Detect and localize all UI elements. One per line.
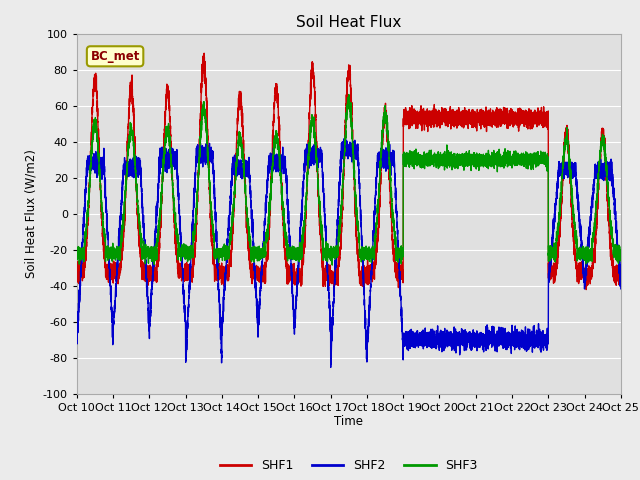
Title: Soil Heat Flux: Soil Heat Flux [296,15,401,30]
X-axis label: Time: Time [334,415,364,429]
Legend: SHF1, SHF2, SHF3: SHF1, SHF2, SHF3 [214,455,483,477]
Y-axis label: Soil Heat Flux (W/m2): Soil Heat Flux (W/m2) [24,149,37,278]
Text: BC_met: BC_met [90,50,140,63]
